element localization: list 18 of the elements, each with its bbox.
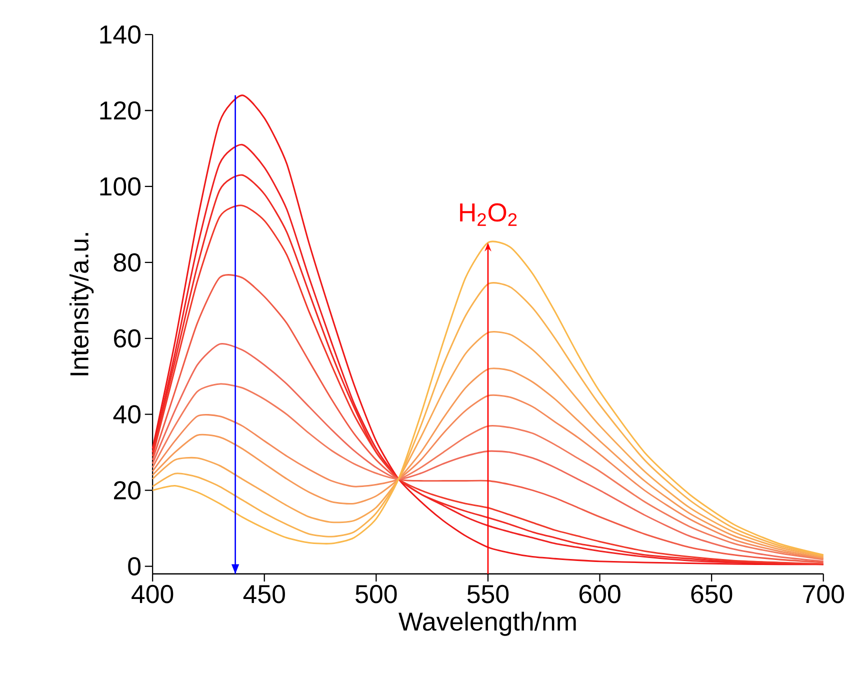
x-tick-label: 450 xyxy=(243,584,285,604)
y-tick-label: 140 xyxy=(100,25,141,44)
y-tick-label: 120 xyxy=(100,101,141,120)
x-tick-label: 650 xyxy=(691,584,732,604)
x-tick-label: 500 xyxy=(356,584,397,604)
y-axis-title: Intensity/a.u. xyxy=(69,232,94,376)
x-tick-label: 700 xyxy=(803,584,844,604)
y-tick-label: 80 xyxy=(114,253,141,272)
y-tick-label: 20 xyxy=(114,480,141,500)
x-tick-label: 400 xyxy=(132,584,174,604)
x-axis-title: Wavelength/nm xyxy=(398,612,576,636)
y-tick-label: 40 xyxy=(113,404,141,424)
y-tick-label: 60 xyxy=(114,329,141,348)
x-tick-label: 550 xyxy=(467,584,509,604)
y-tick-label: 0 xyxy=(128,556,141,576)
y-tick-label: 100 xyxy=(100,177,141,196)
x-tick-label: 600 xyxy=(579,584,620,604)
annotation: H$_{2}$O$_{2}$ xyxy=(460,203,517,226)
